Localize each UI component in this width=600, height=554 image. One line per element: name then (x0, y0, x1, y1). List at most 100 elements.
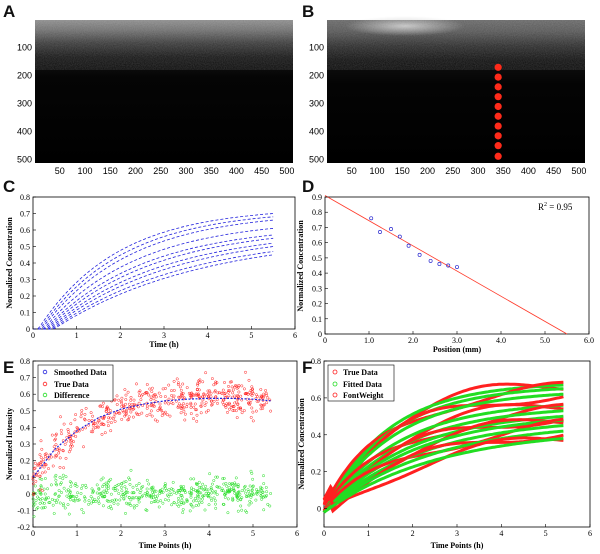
difference-point (199, 491, 203, 495)
difference-point (156, 500, 160, 504)
true-data-point (178, 385, 182, 389)
true-data-point (240, 411, 244, 415)
difference-point (111, 487, 115, 491)
true-data-point (149, 395, 153, 399)
difference-point (259, 494, 263, 498)
panel-b-image: 50 100 150 200 250 300 350 400 450 500 100 200 300 4… (309, 16, 586, 176)
true-data-point (108, 416, 112, 420)
x-tick-label: 4 (499, 529, 503, 538)
true-data-point (91, 414, 95, 418)
panel-c-ylabel: Normalized Concentration (5, 217, 14, 309)
difference-point (160, 490, 163, 494)
x-tick-label: 500 (571, 166, 586, 176)
concentration-curve (33, 254, 274, 330)
true-data-point (57, 448, 61, 452)
true-data-point (101, 405, 104, 409)
difference-point (259, 489, 263, 493)
true-data-point (114, 411, 118, 415)
true-data-point (43, 470, 47, 474)
true-data-point (229, 405, 233, 409)
difference-point (226, 497, 230, 501)
true-data-point (57, 451, 61, 455)
true-data-point (235, 416, 239, 420)
difference-point (134, 495, 138, 499)
true-data-point (140, 394, 143, 398)
difference-point (81, 483, 85, 487)
smoothed-curve (32, 397, 271, 478)
x-tick-label: 350 (496, 166, 511, 176)
true-data-point (59, 415, 62, 419)
legend-f-fontweight: FontWeight (343, 391, 384, 400)
difference-points (31, 468, 273, 518)
true-data-point (259, 407, 263, 411)
true-data-point (124, 412, 128, 416)
difference-point (80, 486, 83, 490)
true-data-point (189, 401, 193, 405)
true-data-point (59, 428, 63, 432)
true-data-point (38, 462, 42, 466)
difference-point (67, 492, 71, 496)
true-data-point (228, 380, 232, 384)
difference-point (124, 491, 128, 494)
difference-point (213, 491, 217, 495)
x-tick-label: 4 (206, 331, 210, 340)
y-tick-label: 0.2 (20, 292, 30, 301)
y-tick-label: 0.5 (312, 254, 322, 263)
true-data-point (79, 415, 83, 419)
data-point (417, 252, 422, 257)
panel-f-legend: True Data Fitted Data FontWeight (327, 364, 395, 402)
difference-point (40, 506, 44, 510)
difference-point (122, 497, 126, 501)
difference-point (89, 501, 93, 505)
difference-point (76, 491, 80, 495)
true-data-point (153, 418, 157, 422)
y-tick-label: 0.6 (311, 394, 321, 403)
true-data-point (63, 442, 67, 446)
true-data-point (262, 392, 266, 396)
fitted-data-curve (322, 392, 564, 513)
true-data-point (81, 427, 85, 431)
difference-point (120, 489, 124, 493)
difference-point (42, 501, 46, 505)
difference-point (262, 508, 266, 512)
y-tick-label: 0.7 (20, 374, 30, 383)
y-tick-label: 0.8 (311, 357, 321, 366)
true-data-point (182, 409, 186, 413)
y-tick-label: 0.2 (20, 457, 30, 466)
true-data-point (232, 408, 236, 412)
difference-point (216, 475, 219, 479)
concentration-curve (33, 213, 274, 330)
true-data-point (34, 479, 38, 483)
concentration-curve (33, 228, 274, 330)
y-tick-label: 0 (318, 330, 322, 339)
difference-point (189, 495, 193, 499)
true-data-point (175, 377, 179, 381)
y-tick-label: 0.1 (20, 309, 30, 318)
true-data-point (67, 435, 71, 439)
difference-point (36, 495, 40, 499)
difference-point (188, 509, 192, 513)
true-data-point (238, 406, 242, 410)
difference-point (33, 484, 37, 488)
true-data-point (61, 448, 65, 452)
true-data-point (260, 404, 264, 408)
true-data-point (150, 386, 154, 390)
true-data-point (221, 398, 225, 402)
true-data-point (247, 378, 251, 382)
x-tick-label: 5 (249, 331, 253, 340)
difference-point (240, 489, 244, 493)
true-data-point (83, 417, 86, 421)
x-tick-label: 450 (254, 166, 269, 176)
difference-point (33, 502, 37, 506)
true-data-point (265, 393, 269, 397)
difference-point (140, 486, 143, 490)
fitted-data-curve (323, 429, 564, 514)
difference-point (107, 479, 111, 483)
difference-point (54, 473, 58, 477)
difference-point (189, 477, 193, 481)
true-data-point (127, 415, 131, 419)
difference-point (49, 483, 53, 487)
true-data-point (38, 474, 42, 478)
legend-marker-difference (42, 392, 48, 398)
true-data-point (138, 389, 142, 393)
